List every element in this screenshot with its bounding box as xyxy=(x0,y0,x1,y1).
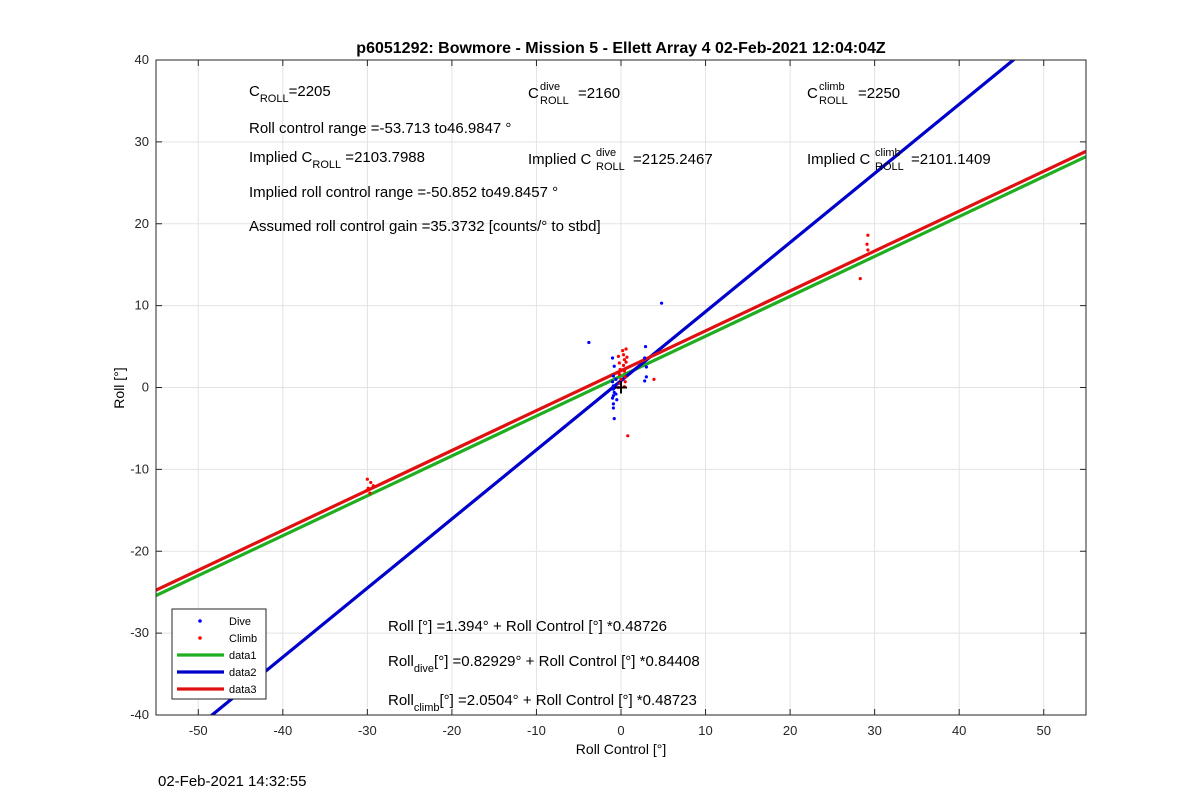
legend-marker-climb xyxy=(198,636,202,640)
climb-point xyxy=(618,367,622,372)
dive-point xyxy=(643,356,647,360)
climb-point xyxy=(364,489,369,493)
y-tick-label: -20 xyxy=(130,543,149,558)
x-tick-label: 50 xyxy=(1036,723,1050,738)
climb-point xyxy=(366,486,370,490)
c-roll-climb-annotation: Cclimb ROLL =2250 xyxy=(807,81,900,107)
climb-point xyxy=(617,361,621,365)
y-tick-label: 30 xyxy=(135,134,149,149)
climb-point xyxy=(652,377,656,381)
c-roll-dive-annotation: Cdive ROLL =2160 xyxy=(528,81,620,107)
dive-point xyxy=(610,356,615,360)
y-tick-label: -30 xyxy=(130,625,149,640)
legend-label-climb: Climb xyxy=(229,633,257,645)
climb-point xyxy=(617,372,621,376)
fit-dive-annotation: Rolldive[°] =0.82929° + Roll Control [°]… xyxy=(388,653,700,675)
footer-timestamp: 02-Feb-2021 14:32:55 xyxy=(158,773,307,790)
y-tick-label: -10 xyxy=(130,461,149,476)
annotations: CROLL=2205 Cdive ROLL =2160 Cclimb ROLL =225… xyxy=(249,81,991,714)
x-tick-label: -20 xyxy=(443,723,462,738)
x-tick-label: 10 xyxy=(698,723,712,738)
y-tick-label: 0 xyxy=(142,380,149,395)
climb-point xyxy=(865,242,869,246)
chart-title: p6051292: Bowmore - Mission 5 - Ellett A… xyxy=(356,40,886,57)
dive-point xyxy=(611,394,615,398)
dive-point xyxy=(659,301,664,305)
dive-point xyxy=(610,396,615,400)
climb-point xyxy=(619,377,623,381)
climb-point xyxy=(624,347,628,351)
dive-point xyxy=(643,344,648,349)
climb-point xyxy=(621,349,625,353)
x-tick-label: -40 xyxy=(273,723,292,738)
climb-point xyxy=(623,380,627,384)
dive-point xyxy=(611,406,615,410)
y-tick-label: 40 xyxy=(135,52,149,67)
dive-point xyxy=(644,365,648,369)
climb-point xyxy=(866,233,870,237)
climb-point xyxy=(626,434,630,438)
c-roll-annotation: CROLL=2205 xyxy=(249,83,331,105)
legend-marker-dive xyxy=(198,619,202,623)
dive-point xyxy=(611,374,615,378)
climb-point xyxy=(866,248,870,252)
dive-point xyxy=(612,364,616,368)
dive-point xyxy=(611,402,615,406)
climb-point xyxy=(621,363,626,367)
y-tick-label: 20 xyxy=(135,216,149,231)
y-tick-label: 10 xyxy=(135,298,149,313)
climb-point xyxy=(624,360,628,364)
dive-point xyxy=(612,417,616,421)
implied-c-roll-annotation: Implied CROLL =2103.7988 xyxy=(249,149,425,171)
legend-label-dive: Dive xyxy=(229,616,251,628)
climb-point xyxy=(365,477,369,481)
x-tick-label: -10 xyxy=(527,723,546,738)
dive-point xyxy=(614,377,618,381)
climb-point xyxy=(368,491,372,495)
fit-climb-annotation: Rollclimb[°] =2.0504° + Roll Control [°]… xyxy=(388,692,697,714)
x-tick-label: 0 xyxy=(617,723,624,738)
x-tick-label: 30 xyxy=(867,723,881,738)
dive-point xyxy=(644,375,648,379)
x-tick-label: 20 xyxy=(783,723,797,738)
dive-point xyxy=(610,380,615,384)
climb-point xyxy=(369,480,373,485)
climb-point xyxy=(622,358,626,362)
dive-point xyxy=(615,398,619,402)
axis-ticks: -50 -40 -30 -20 -10 0 10 20 30 40 50 -40 -30 -20 -10 0 1… xyxy=(130,52,1086,738)
dive-point xyxy=(614,392,618,396)
x-tick-label: -30 xyxy=(358,723,377,738)
x-tick-label: -50 xyxy=(189,723,208,738)
legend-label-data1: data1 xyxy=(229,650,257,662)
y-tick-label: -40 xyxy=(130,707,149,722)
implied-range-annotation: Implied roll control range =-50.852 to49… xyxy=(249,184,558,201)
y-axis-label: Roll [°] xyxy=(111,367,127,408)
dive-point xyxy=(587,340,591,345)
climb-point xyxy=(371,484,375,488)
climb-point xyxy=(616,354,621,358)
x-axis-label: Roll Control [°] xyxy=(576,741,666,757)
climb-point xyxy=(623,375,627,379)
climb-point xyxy=(858,277,862,281)
legend: Dive Climb data1 data2 data3 xyxy=(171,608,267,700)
legend-label-data2: data2 xyxy=(229,667,257,679)
gain-annotation: Assumed roll control gain =35.3732 [coun… xyxy=(249,218,601,235)
legend-label-data3: data3 xyxy=(229,684,257,696)
control-range-annotation: Roll control range =-53.713 to46.9847 ° xyxy=(249,120,511,137)
fit-all-annotation: Roll [°] =1.394° + Roll Control [°] *0.4… xyxy=(388,618,667,635)
origin-marker xyxy=(615,381,627,394)
data-points xyxy=(364,233,870,495)
climb-point xyxy=(622,369,626,373)
climb-point xyxy=(621,353,626,357)
fit-line-data1 xyxy=(156,155,1086,597)
climb-point xyxy=(625,355,629,359)
dive-point xyxy=(643,379,647,383)
x-tick-label: 40 xyxy=(952,723,966,738)
